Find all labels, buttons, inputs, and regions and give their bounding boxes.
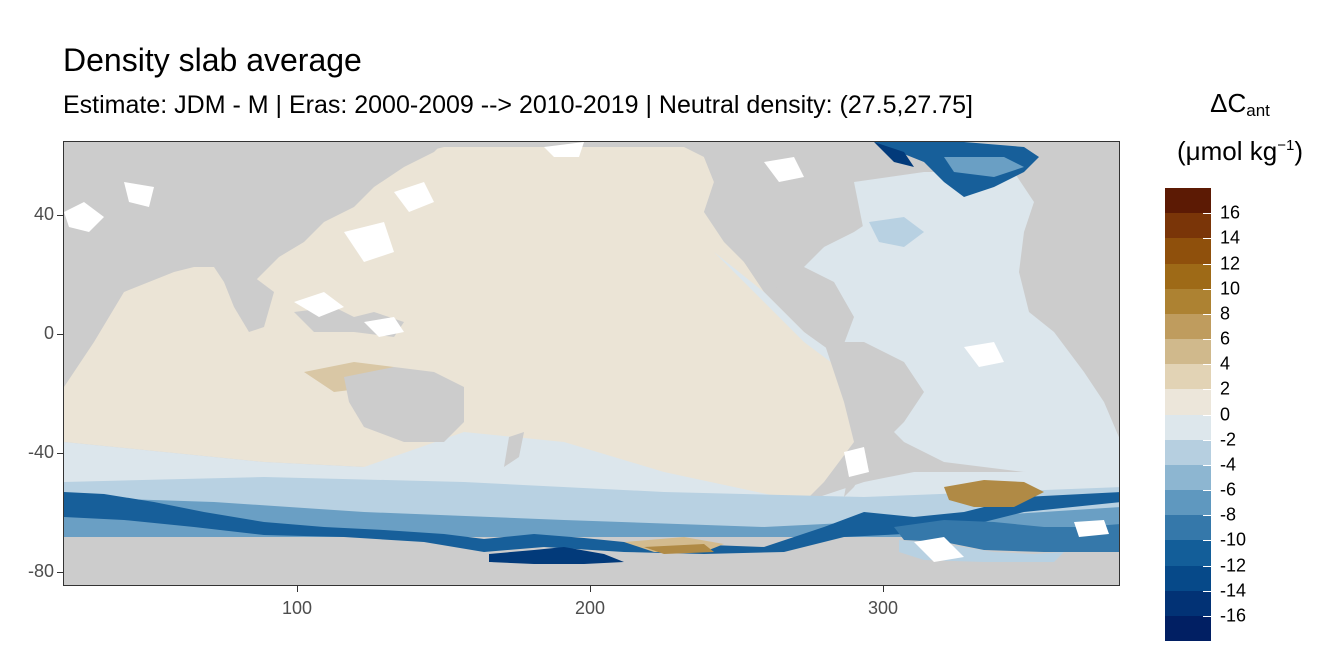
- legend-tick: [1203, 490, 1211, 491]
- subpolar-atlantic-navy: [874, 142, 914, 167]
- legend-label: -4: [1220, 454, 1237, 475]
- legend-label: 6: [1220, 328, 1231, 349]
- ocean-atlantic: [714, 182, 1119, 472]
- legend-label: -8: [1220, 504, 1237, 525]
- land-group: [64, 142, 1119, 585]
- legend-tick: [1203, 263, 1211, 265]
- pos-anomaly-atlantic: [944, 480, 1044, 507]
- legend-label: -6: [1220, 479, 1237, 500]
- weddell-blue: [894, 520, 1119, 552]
- legend-swatch: [1165, 313, 1211, 340]
- x-tick-mark: [590, 586, 591, 592]
- legend-tick: [1203, 515, 1211, 517]
- legend-swatch: [1165, 339, 1211, 365]
- ross-sea-navy: [489, 547, 624, 564]
- plot-title: Density slab average: [63, 42, 362, 78]
- legend-tick: [1203, 313, 1211, 315]
- legend-swatch: [1165, 263, 1211, 290]
- legend-tick: [1203, 364, 1211, 366]
- plot-subtitle: Estimate: JDM - M | Eras: 2000-2009 --> …: [63, 91, 973, 119]
- legend-swatch: [1165, 490, 1211, 516]
- legend-label: 16: [1220, 202, 1241, 223]
- legend-label: 2: [1220, 378, 1231, 399]
- legend-swatch: [1165, 439, 1211, 466]
- legend-swatch: [1165, 540, 1211, 566]
- legend-swatch: [1165, 565, 1211, 592]
- legend-tick: [1203, 213, 1211, 215]
- nadw-patch: [869, 217, 924, 247]
- legend-swatch: [1165, 364, 1211, 390]
- legend-tick: [1203, 615, 1211, 617]
- legend-tick: [1203, 288, 1211, 290]
- legend-tick: [1203, 540, 1211, 542]
- legend-unit: (μmol kg−1): [1177, 136, 1303, 166]
- legend-swatch: [1165, 188, 1211, 214]
- x-tick-label-100: 100: [281, 598, 313, 618]
- legend-swatch: [1165, 288, 1211, 315]
- legend-label: -14: [1220, 580, 1247, 601]
- legend-label: 12: [1220, 253, 1241, 273]
- legend-label: -12: [1220, 555, 1247, 575]
- legend-label: 8: [1220, 303, 1231, 324]
- legend-label: -16: [1220, 605, 1247, 626]
- y-tick-label-40: 40: [33, 204, 54, 224]
- legend-tick: [1203, 339, 1211, 340]
- legend-tick: [1203, 238, 1211, 240]
- x-tick-label-200: 200: [574, 598, 606, 618]
- legend-tick: [1203, 389, 1211, 391]
- legend-swatch: [1165, 414, 1211, 441]
- ocean-southern-dark: [64, 492, 1119, 554]
- legend-swatch: [1165, 464, 1211, 491]
- nodata-group: [64, 142, 1109, 562]
- subpolar-atlantic-mid: [944, 157, 1024, 177]
- legend-swatch: [1165, 238, 1211, 264]
- legend-label: -10: [1220, 529, 1247, 550]
- legend-label: 10: [1220, 278, 1241, 299]
- legend-swatch: [1165, 515, 1211, 541]
- legend-label: 4: [1220, 353, 1231, 374]
- y-tick-label-minus80: -80: [27, 561, 54, 581]
- x-tick-mark: [297, 586, 298, 592]
- legend-tick: [1203, 590, 1211, 592]
- y-tick-mark: [57, 334, 63, 335]
- y-tick-label-0: 0: [43, 323, 54, 343]
- legend-tick: [1203, 464, 1211, 466]
- y-tick-label-minus40: -40: [27, 442, 54, 462]
- map-panel: [63, 141, 1120, 586]
- legend-swatch: [1165, 213, 1211, 239]
- ocean-map: [64, 142, 1119, 585]
- legend-tick: [1203, 414, 1211, 416]
- legend-swatch: [1165, 590, 1211, 617]
- pos-anomaly-pacific-dark: [644, 544, 714, 554]
- legend-tick: [1203, 565, 1211, 567]
- legend-title: ΔCant: [1210, 88, 1270, 120]
- legend-swatch: [1165, 615, 1211, 642]
- y-tick-mark: [57, 572, 63, 573]
- y-tick-mark: [57, 453, 63, 454]
- y-tick-mark: [57, 215, 63, 216]
- legend-label: 0: [1220, 404, 1231, 424]
- legend-tick: [1203, 439, 1211, 441]
- x-tick-mark: [883, 586, 884, 592]
- legend-label: 14: [1220, 227, 1241, 248]
- legend-label: -2: [1220, 429, 1237, 450]
- x-tick-label-300: 300: [867, 598, 899, 618]
- legend-swatch: [1165, 389, 1211, 415]
